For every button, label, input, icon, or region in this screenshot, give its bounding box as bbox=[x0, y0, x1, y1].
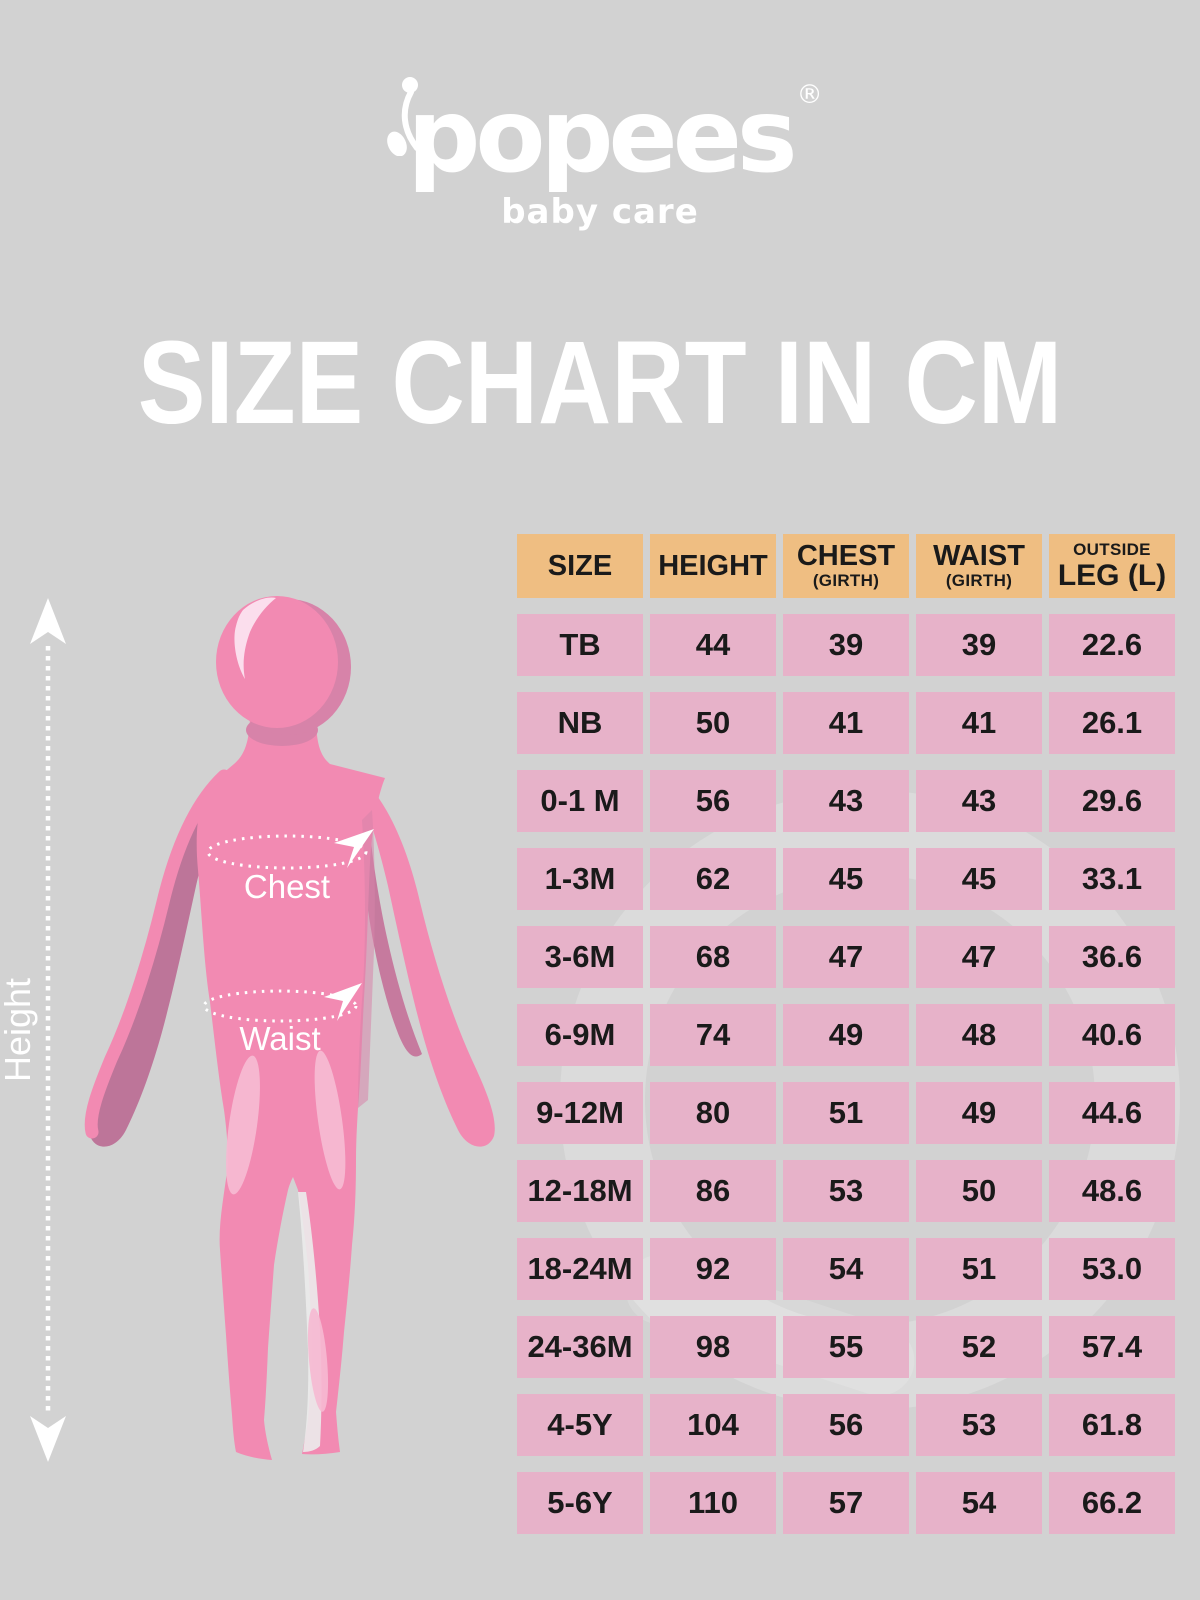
value-cell: 33.1 bbox=[1049, 848, 1175, 910]
size-cell: 9-12M bbox=[517, 1082, 643, 1144]
value-cell: 74 bbox=[650, 1004, 776, 1066]
value-cell: 80 bbox=[650, 1082, 776, 1144]
size-cell: 6-9M bbox=[517, 1004, 643, 1066]
size-cell: TB bbox=[517, 614, 643, 676]
size-table: SIZE HEIGHT CHEST (GIRTH) WAIST (GIRTH) OUTSID… bbox=[517, 534, 1175, 1534]
page-title: SIZE CHART IN CM bbox=[137, 317, 1063, 449]
wordmark-text: popees bbox=[407, 77, 797, 196]
value-cell: 86 bbox=[650, 1160, 776, 1222]
value-cell: 22.6 bbox=[1049, 614, 1175, 676]
value-cell: 41 bbox=[916, 692, 1042, 754]
value-cell: 54 bbox=[783, 1238, 909, 1300]
registered-mark: ® bbox=[796, 80, 823, 110]
value-cell: 68 bbox=[650, 926, 776, 988]
value-cell: 51 bbox=[916, 1238, 1042, 1300]
height-arrow: Height bbox=[0, 598, 66, 1462]
brand-logo: popees ® baby care bbox=[0, 77, 1200, 232]
value-cell: 57 bbox=[783, 1472, 909, 1534]
size-cell: 1-3M bbox=[517, 848, 643, 910]
value-cell: 36.6 bbox=[1049, 926, 1175, 988]
waist-measure: Waist bbox=[202, 983, 362, 1057]
value-cell: 45 bbox=[916, 848, 1042, 910]
value-cell: 47 bbox=[783, 926, 909, 988]
value-cell: 50 bbox=[916, 1160, 1042, 1222]
header-cell-height: HEIGHT bbox=[650, 534, 776, 598]
figure-illustration: Height Chest Waist bbox=[0, 596, 495, 1462]
value-cell: 43 bbox=[783, 770, 909, 832]
value-cell: 54 bbox=[916, 1472, 1042, 1534]
size-cell: 18-24M bbox=[517, 1238, 643, 1300]
header-sublabel: (GIRTH) bbox=[945, 570, 1013, 590]
value-cell: 29.6 bbox=[1049, 770, 1175, 832]
header-cell-size: SIZE bbox=[517, 534, 643, 598]
header-cell-chest: CHEST (GIRTH) bbox=[783, 534, 909, 598]
header-label: HEIGHT bbox=[658, 549, 768, 582]
butterfly-antenna-icon bbox=[387, 77, 421, 156]
value-cell: 26.1 bbox=[1049, 692, 1175, 754]
size-cell: 12-18M bbox=[517, 1160, 643, 1222]
value-cell: 55 bbox=[783, 1316, 909, 1378]
value-cell: 43 bbox=[916, 770, 1042, 832]
value-cell: 53.0 bbox=[1049, 1238, 1175, 1300]
value-cell: 61.8 bbox=[1049, 1394, 1175, 1456]
size-cell: 24-36M bbox=[517, 1316, 643, 1378]
value-cell: 41 bbox=[783, 692, 909, 754]
header-label: WAIST bbox=[933, 540, 1025, 573]
body-figure bbox=[84, 596, 495, 1460]
value-cell: 40.6 bbox=[1049, 1004, 1175, 1066]
height-label: Height bbox=[0, 978, 38, 1082]
value-cell: 66.2 bbox=[1049, 1472, 1175, 1534]
value-cell: 56 bbox=[783, 1394, 909, 1456]
chest-arrow-icon bbox=[334, 829, 374, 868]
value-cell: 62 bbox=[650, 848, 776, 910]
chest-label: Chest bbox=[244, 868, 330, 905]
value-cell: 39 bbox=[916, 614, 1042, 676]
header-label: LEG (L) bbox=[1057, 558, 1167, 592]
value-cell: 48.6 bbox=[1049, 1160, 1175, 1222]
header-cell-outside-leg: OUTSIDE LEG (L) bbox=[1049, 534, 1175, 598]
value-cell: 53 bbox=[916, 1394, 1042, 1456]
value-cell: 44 bbox=[650, 614, 776, 676]
size-cell: 3-6M bbox=[517, 926, 643, 988]
size-cell: 5-6Y bbox=[517, 1472, 643, 1534]
value-cell: 52 bbox=[916, 1316, 1042, 1378]
value-cell: 98 bbox=[650, 1316, 776, 1378]
waist-label: Waist bbox=[239, 1020, 320, 1057]
value-cell: 39 bbox=[783, 614, 909, 676]
value-cell: 44.6 bbox=[1049, 1082, 1175, 1144]
value-cell: 53 bbox=[783, 1160, 909, 1222]
size-cell: 0-1 M bbox=[517, 770, 643, 832]
value-cell: 51 bbox=[783, 1082, 909, 1144]
value-cell: 57.4 bbox=[1049, 1316, 1175, 1378]
header-label: CHEST bbox=[796, 540, 896, 573]
brand-wordmark: popees ® bbox=[387, 77, 823, 188]
value-cell: 49 bbox=[916, 1082, 1042, 1144]
value-cell: 47 bbox=[916, 926, 1042, 988]
waist-arrow-icon bbox=[324, 983, 362, 1021]
header-sublabel: OUTSIDE bbox=[1073, 539, 1151, 559]
header-label: SIZE bbox=[547, 549, 613, 582]
value-cell: 56 bbox=[650, 770, 776, 832]
value-cell: 104 bbox=[650, 1394, 776, 1456]
chest-measure: Chest bbox=[206, 829, 374, 905]
value-cell: 50 bbox=[650, 692, 776, 754]
value-cell: 110 bbox=[650, 1472, 776, 1534]
value-cell: 92 bbox=[650, 1238, 776, 1300]
size-cell: 4-5Y bbox=[517, 1394, 643, 1456]
value-cell: 45 bbox=[783, 848, 909, 910]
header-cell-waist: WAIST (GIRTH) bbox=[916, 534, 1042, 598]
value-cell: 49 bbox=[783, 1004, 909, 1066]
brand-tagline: baby care bbox=[501, 192, 699, 232]
value-cell: 48 bbox=[916, 1004, 1042, 1066]
header-sublabel: (GIRTH) bbox=[812, 570, 880, 590]
size-cell: NB bbox=[517, 692, 643, 754]
